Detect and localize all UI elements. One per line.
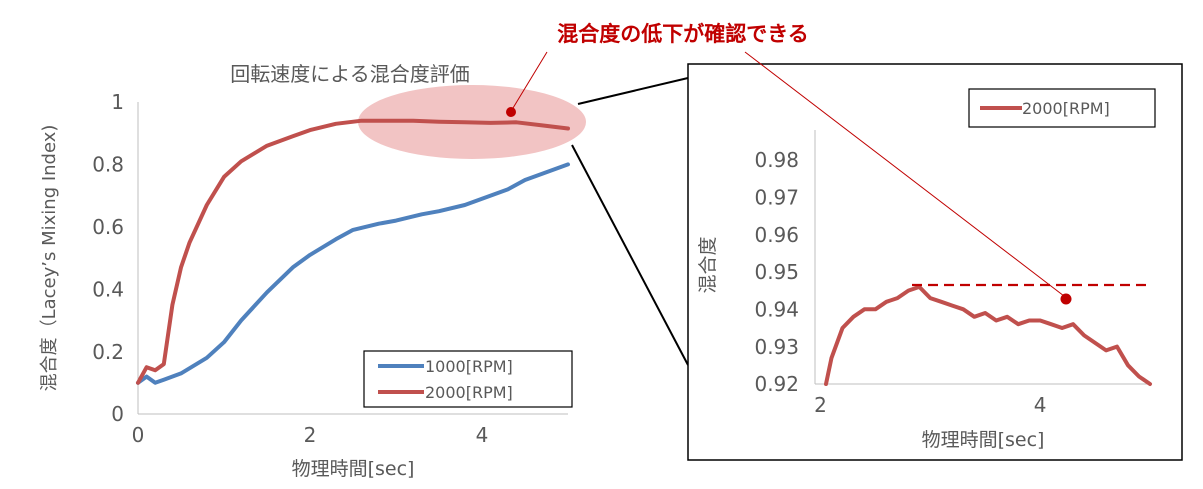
y-tick-label: 0.94 — [754, 297, 799, 321]
y-tick-label: 0.8 — [92, 153, 124, 177]
main-legend — [363, 350, 573, 408]
legend-label-2000rpm: 2000[RPM] — [425, 383, 513, 402]
y-tick-label: 0.6 — [92, 215, 124, 239]
y-tick-label: 0.92 — [754, 372, 799, 396]
y-tick-label: 0.98 — [754, 148, 799, 172]
y-tick-label: 0 — [111, 402, 124, 426]
main-callout-dot — [506, 107, 516, 117]
x-tick-label: 4 — [476, 423, 489, 447]
y-tick-label: 0.96 — [754, 223, 799, 247]
annotation-leader-zoom — [744, 51, 1065, 297]
x-tick-label: 2 — [304, 423, 317, 447]
main-chart: 回転速度による混合度評価 0 0.2 0.4 0.6 0.8 1 0 2 4 物理時間[sec… — [39, 62, 586, 480]
series-line-2000rpm — [136, 118, 570, 385]
y-tick-label: 0.93 — [754, 335, 799, 359]
y-tick-label: 0.4 — [92, 277, 124, 301]
series-line-1000rpm — [136, 162, 570, 385]
legend-label-1000rpm: 1000[RPM] — [425, 357, 513, 376]
zoom-callout-dot — [1060, 293, 1072, 305]
main-x-axis-label: 物理時間[sec] — [292, 458, 415, 480]
zoom-y-tick-labels: 0.92 0.93 0.94 0.95 0.96 0.97 0.98 — [754, 148, 799, 396]
y-tick-label: 1 — [111, 90, 124, 114]
zoom-frame — [687, 63, 1183, 461]
y-tick-label: 0.97 — [754, 185, 799, 209]
main-chart-title: 回転速度による混合度評価 — [230, 62, 469, 86]
main-y-axis-label: 混合度（Lacey’s Mixing Index) — [39, 125, 60, 392]
zoom-x-axis-label: 物理時間[sec] — [922, 429, 1045, 451]
x-tick-label: 4 — [1034, 393, 1047, 417]
series-line-2000rpm — [824, 284, 1152, 386]
main-x-tick-labels: 0 2 4 — [132, 423, 489, 447]
x-tick-label: 2 — [814, 393, 827, 417]
zoom-connector-top — [577, 77, 689, 105]
main-y-tick-labels: 0 0.2 0.4 0.6 0.8 1 — [92, 90, 124, 426]
annotation-leader-main — [512, 51, 548, 109]
y-tick-label: 0.2 — [92, 340, 124, 364]
zoom-series-group — [824, 284, 1152, 386]
zoom-legend-label-2000rpm: 2000[RPM] — [1022, 99, 1110, 118]
x-tick-label: 0 — [132, 423, 145, 447]
annotation-text: 混合度の低下が確認できる — [557, 22, 809, 46]
y-tick-label: 0.95 — [754, 260, 799, 284]
main-series-group — [136, 118, 570, 385]
zoom-connector-bottom — [571, 144, 689, 366]
zoom-y-axis-label: 混合度 — [697, 236, 719, 293]
